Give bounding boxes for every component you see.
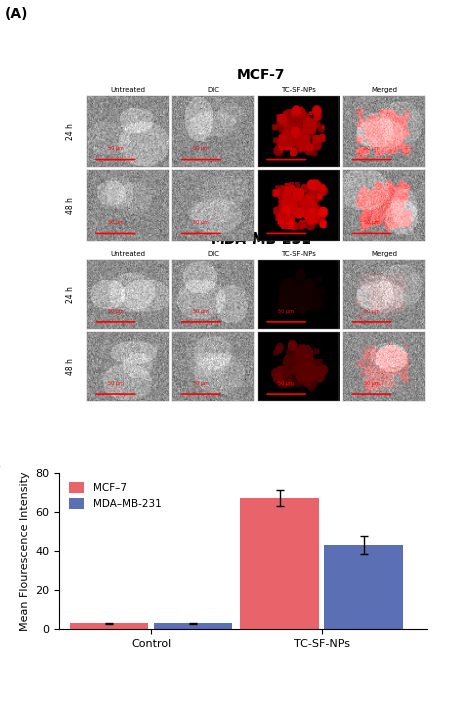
Bar [70,624,148,629]
Text: Merged: Merged [371,87,397,93]
Text: Merged: Merged [371,250,397,257]
Text: DIC: DIC [207,87,219,93]
Y-axis label: Mean Flourescence Intensity: Mean Flourescence Intensity [20,471,30,631]
Text: DIC: DIC [207,250,219,257]
Text: (A): (A) [5,7,28,21]
Text: (B): (B) [0,460,2,474]
Text: MCF-7: MCF-7 [237,68,285,81]
Text: 24 h: 24 h [66,123,75,140]
Text: 24 h: 24 h [66,286,75,303]
Text: MDA-MB-231: MDA-MB-231 [211,231,312,245]
Text: 48 h: 48 h [66,197,75,214]
Text: TC-SF-NPs: TC-SF-NPs [281,87,316,93]
Text: TC-SF-NPs: TC-SF-NPs [281,250,316,257]
Bar [154,624,232,629]
Text: Untreated: Untreated [110,250,145,257]
Bar [240,498,319,629]
Legend: MCF–7, MDA–MB-231: MCF–7, MDA–MB-231 [64,478,165,513]
Text: Untreated: Untreated [110,87,145,93]
Text: 48 h: 48 h [66,358,75,375]
Bar [324,545,403,629]
Text: MDA-MB-231: MDA-MB-231 [211,233,312,247]
